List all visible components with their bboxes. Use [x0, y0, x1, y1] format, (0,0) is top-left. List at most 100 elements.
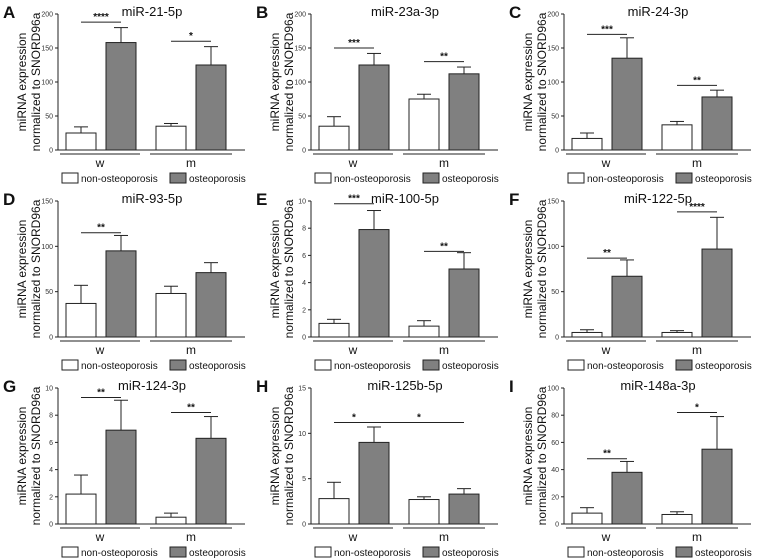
y-label-line-1: miRNA expression: [521, 33, 535, 132]
significance-label: ****: [93, 12, 109, 23]
y-tick-label: 10: [45, 386, 53, 393]
y-tick-label: 6: [302, 253, 306, 260]
y-tick-label: 0: [555, 148, 559, 155]
y-tick-label: 150: [547, 46, 559, 53]
bar-w-non-osteoporosis: [65, 132, 97, 151]
bar-m-osteoporosis: [195, 272, 227, 338]
bar-m-non-osteoporosis: [661, 124, 693, 151]
y-tick-label: 200: [41, 12, 53, 19]
panel-letter: A: [3, 3, 15, 22]
bar-w-osteoporosis: [358, 64, 390, 151]
bar-w-non-osteoporosis: [318, 322, 350, 338]
y-axis-label: miRNA expression normalized to SNORD96a: [268, 386, 296, 525]
category-label: m: [186, 530, 196, 544]
y-tick-label: 150: [294, 46, 306, 53]
y-tick-label: 0: [302, 522, 306, 529]
category-label: m: [692, 530, 702, 544]
y-tick-label: 6: [49, 440, 53, 447]
y-label-line-1: miRNA expression: [268, 407, 282, 506]
significance-label: **: [440, 241, 448, 252]
category-label: m: [692, 343, 702, 357]
bar-m-non-osteoporosis: [408, 98, 440, 151]
y-tick-label: 200: [547, 12, 559, 19]
chart-title: miR-21-5p: [122, 4, 183, 19]
legend-swatch-non-osteoporosis: [567, 359, 585, 371]
y-tick-label: 100: [41, 244, 53, 251]
bar-m-non-osteoporosis: [155, 516, 187, 525]
legend-swatch-osteoporosis: [169, 172, 187, 184]
category-label: w: [601, 343, 611, 357]
significance-label: **: [693, 75, 701, 86]
legend-swatch-non-osteoporosis: [61, 172, 79, 184]
bar-w-non-osteoporosis: [318, 498, 350, 525]
bar-m-osteoporosis: [195, 437, 227, 525]
y-tick-label: 0: [49, 522, 53, 529]
y-tick-label: 0: [555, 522, 559, 529]
legend-label-non-osteoporosis: non-osteoporosis: [81, 361, 158, 372]
panel-letter: G: [3, 377, 16, 396]
bar-w-non-osteoporosis: [571, 331, 603, 338]
bar-w-osteoporosis: [105, 42, 137, 151]
chart-title: miR-23a-3p: [371, 4, 439, 19]
panel-letter: E: [256, 190, 267, 209]
y-tick-label: 0: [302, 148, 306, 155]
y-tick-label: 150: [547, 199, 559, 206]
y-label-line-2: normalized to SNORD96a: [535, 386, 549, 525]
category-label: w: [348, 530, 358, 544]
category-label: w: [348, 343, 358, 357]
bar-m-non-osteoporosis: [408, 499, 440, 525]
bar-w-osteoporosis: [105, 429, 137, 525]
y-tick-label: 40: [551, 467, 559, 474]
bar-m-osteoporosis: [701, 448, 733, 525]
y-tick-label: 60: [551, 440, 559, 447]
y-tick-label: 100: [294, 80, 306, 87]
y-tick-label: 150: [41, 46, 53, 53]
chart-title: miR-148a-3p: [620, 378, 695, 393]
legend-label-osteoporosis: osteoporosis: [189, 548, 246, 559]
y-tick-label: 80: [551, 413, 559, 420]
bar-w-osteoporosis: [358, 229, 390, 338]
panel-letter: F: [509, 190, 519, 209]
legend-label-non-osteoporosis: non-osteoporosis: [587, 361, 664, 372]
y-tick-label: 100: [547, 244, 559, 251]
bar-m-osteoporosis: [195, 64, 227, 151]
significance-label: ****: [689, 202, 705, 213]
y-axis-label: miRNA expression normalized to SNORD96a: [15, 12, 43, 151]
y-tick-label: 2: [49, 494, 53, 501]
bar-m-osteoporosis: [448, 493, 480, 525]
bar-m-non-osteoporosis: [408, 325, 440, 338]
y-tick-label: 200: [294, 12, 306, 19]
category-label: w: [95, 156, 105, 170]
bar-m-osteoporosis: [701, 248, 733, 338]
bar-m-osteoporosis: [701, 96, 733, 151]
y-axis-label: miRNA expression normalized to SNORD96a: [521, 386, 549, 525]
chart-title: miR-125b-5p: [367, 378, 442, 393]
panel-letter: I: [509, 377, 514, 396]
legend-swatch-osteoporosis: [675, 546, 693, 558]
legend-swatch-non-osteoporosis: [314, 172, 332, 184]
category-label: m: [692, 156, 702, 170]
y-label-line-2: normalized to SNORD96a: [29, 12, 43, 151]
category-label: m: [186, 343, 196, 357]
significance-label: ***: [348, 194, 360, 205]
significance-label: ***: [601, 24, 613, 35]
y-label-line-1: miRNA expression: [15, 407, 29, 506]
category-label: w: [601, 530, 611, 544]
legend-label-non-osteoporosis: non-osteoporosis: [334, 361, 411, 372]
y-tick-label: 10: [298, 431, 306, 438]
legend-label-non-osteoporosis: non-osteoporosis: [81, 548, 158, 559]
significance-label: *: [189, 31, 193, 42]
legend-swatch-osteoporosis: [422, 359, 440, 371]
bar-w-osteoporosis: [358, 441, 390, 525]
legend-label-non-osteoporosis: non-osteoporosis: [587, 548, 664, 559]
bar-m-non-osteoporosis: [661, 331, 693, 338]
